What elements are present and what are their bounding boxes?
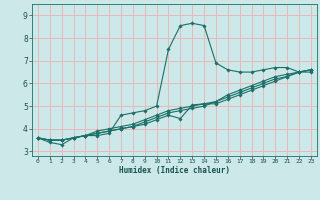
X-axis label: Humidex (Indice chaleur): Humidex (Indice chaleur): [119, 166, 230, 175]
